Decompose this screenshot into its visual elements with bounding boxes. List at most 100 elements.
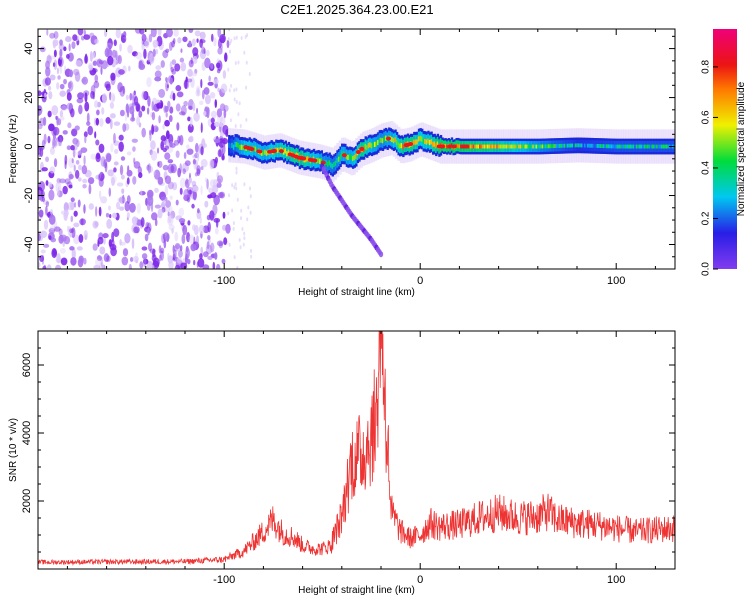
ridge-hotspot (290, 153, 296, 158)
ridge-cell (599, 144, 603, 148)
noise-blob (225, 223, 231, 234)
ridge-cell (350, 154, 353, 160)
noise-blob (130, 116, 136, 122)
noise-blob (60, 104, 68, 110)
noise-blob (97, 240, 100, 247)
noise-blob (192, 102, 196, 112)
noise-blob (121, 174, 125, 180)
noise-blob (71, 158, 74, 164)
noise-blob (172, 249, 177, 259)
noise-blob (141, 253, 148, 260)
ridge-cell (659, 144, 662, 149)
snr-series-line (38, 331, 675, 566)
noise-blob (150, 29, 157, 38)
noise-blob (49, 146, 55, 155)
noise-blob (65, 53, 70, 59)
noise-blob (148, 33, 153, 43)
ridge-cell (538, 144, 541, 149)
noise-blob (182, 168, 186, 175)
noise-blob (217, 47, 223, 55)
y-tick-label: 6000 (21, 353, 33, 377)
noise-blob (178, 217, 186, 224)
noise-blob (90, 91, 95, 99)
noise-blob (98, 206, 102, 217)
noise-blob (83, 34, 91, 40)
noise-blob (161, 206, 166, 213)
noise-blob (113, 121, 121, 126)
noise-blob (128, 65, 131, 72)
ridge-cell (565, 143, 568, 148)
noise-blob (220, 35, 225, 44)
ridge-cell (488, 144, 491, 149)
noise-blob (151, 212, 158, 221)
noise-blob (113, 161, 119, 166)
noise-blob (70, 145, 75, 151)
noise-blob (50, 225, 56, 231)
ridge-cell (287, 149, 291, 155)
noise-blob (216, 171, 220, 179)
noise-blob (178, 207, 185, 217)
noise-blob (156, 102, 163, 109)
noise-blob (199, 100, 204, 106)
noise-blob (187, 123, 194, 133)
noise-blob (249, 194, 252, 199)
noise-blob (243, 231, 246, 236)
noise-blob (45, 180, 49, 186)
ridge-cell (450, 143, 454, 148)
noise-blob (160, 247, 165, 254)
noise-blob (87, 125, 94, 136)
noise-blob (183, 188, 190, 199)
ridge-cell (653, 144, 656, 149)
noise-blob (244, 35, 247, 40)
noise-blob (116, 201, 121, 210)
noise-blob (206, 241, 210, 250)
noise-blob (100, 256, 103, 267)
noise-blob (147, 165, 154, 173)
noise-blob (95, 117, 100, 126)
noise-blob (219, 122, 223, 127)
ridge-cell (402, 144, 405, 150)
noise-blob (74, 143, 78, 151)
noise-blob (75, 60, 82, 67)
noise-blob (78, 150, 83, 155)
noise-blob (105, 116, 111, 124)
noise-blob (133, 96, 139, 106)
ridge-cell (526, 144, 529, 149)
noise-blob (192, 185, 199, 193)
noise-blob (38, 180, 46, 192)
noise-blob (40, 190, 45, 198)
ridge-cell (366, 144, 369, 151)
noise-blob (83, 230, 88, 241)
noise-blob (58, 228, 63, 236)
noise-blob (39, 255, 44, 262)
noise-blob (120, 156, 126, 161)
noise-blob (121, 188, 125, 194)
ridge-cell (234, 141, 237, 147)
ridge-cell (265, 150, 269, 156)
y-tick-label: 0 (23, 143, 35, 149)
noise-blob (177, 135, 181, 144)
noise-blob (217, 87, 220, 93)
ridge-hotspot (299, 156, 305, 161)
ridge-cell (325, 159, 328, 166)
noise-blob (168, 205, 173, 213)
noise-blob (150, 150, 158, 161)
noise-blob (109, 214, 112, 219)
noise-blob (161, 233, 166, 244)
ridge-cell (491, 144, 494, 149)
ridge-cell (543, 144, 546, 149)
noise-blob (185, 144, 190, 150)
ridge-cell (417, 136, 421, 142)
noise-blob (82, 178, 88, 184)
noise-blob (217, 175, 224, 184)
noise-blob (120, 34, 127, 44)
noise-blob (179, 245, 183, 252)
noise-blob (227, 211, 230, 216)
noise-blob (232, 226, 235, 231)
ridge-cell (643, 144, 647, 149)
noise-blob (204, 94, 211, 105)
ridge-cell (527, 144, 531, 149)
noise-blob (38, 261, 41, 268)
noise-blob (70, 197, 75, 203)
noise-blob (185, 247, 191, 259)
